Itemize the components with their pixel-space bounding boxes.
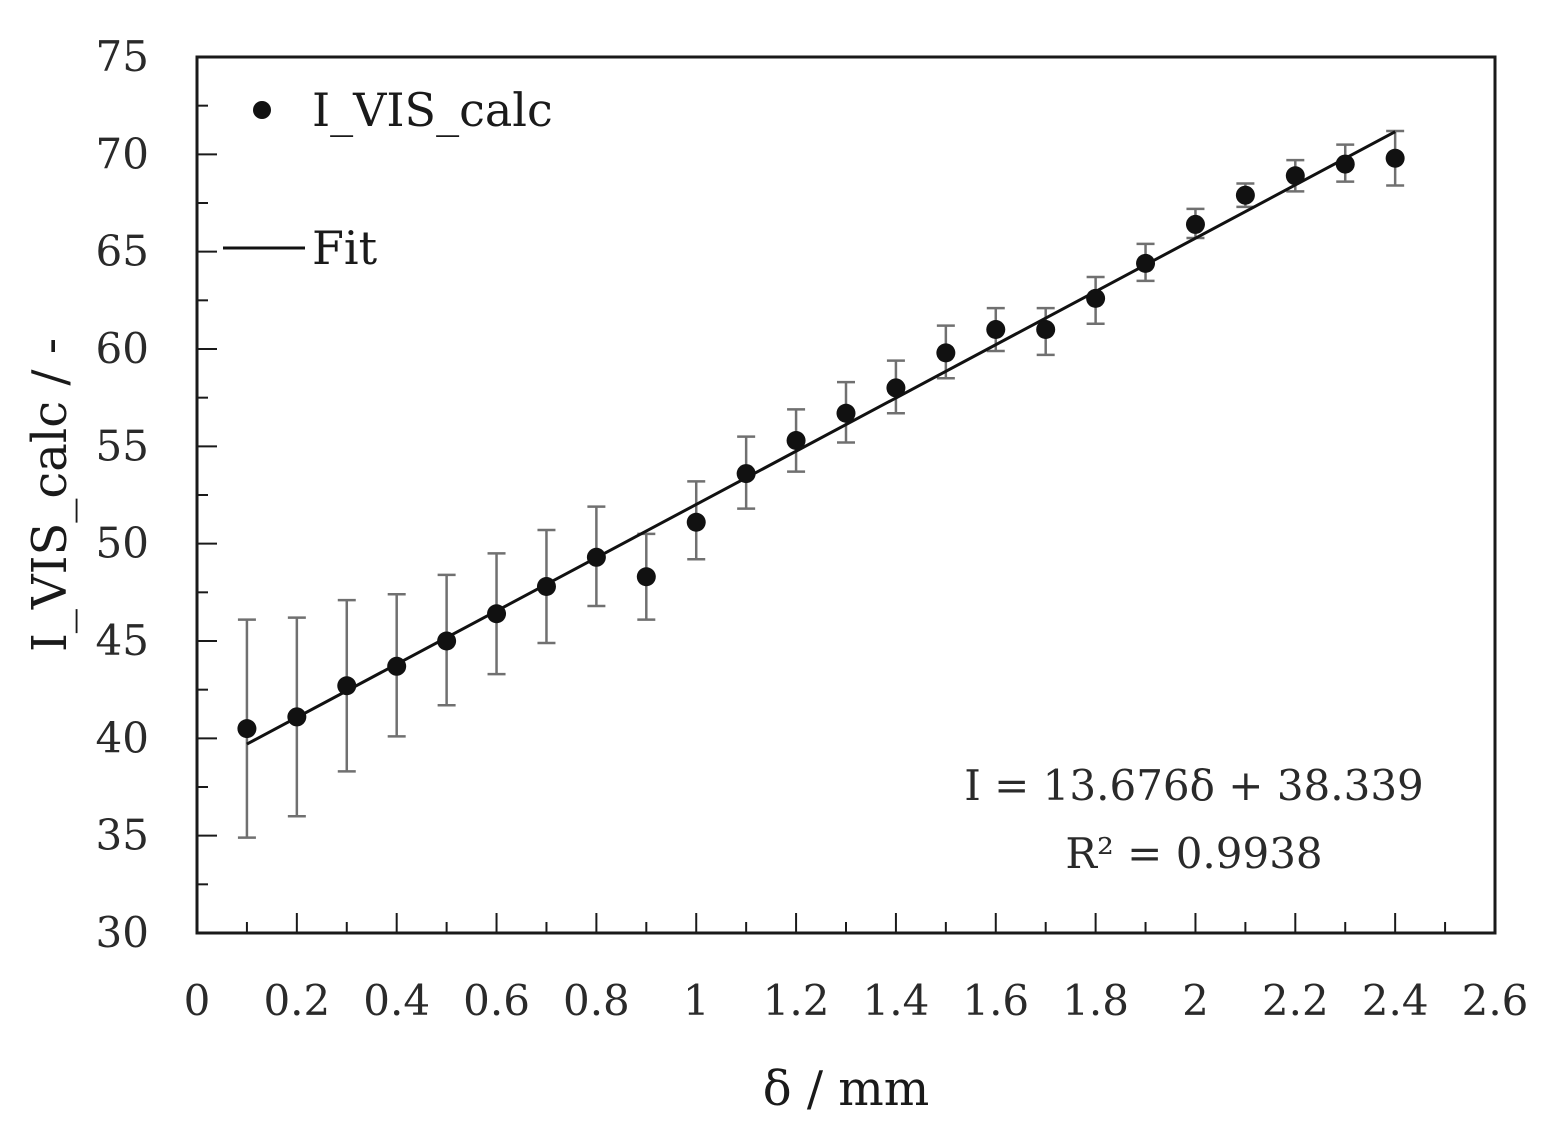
x-tick-label: 2.2 bbox=[1262, 976, 1329, 1025]
data-point bbox=[437, 631, 457, 651]
data-point bbox=[986, 320, 1006, 340]
x-tick-label: 1.8 bbox=[1062, 976, 1129, 1025]
x-tick-label: 1.2 bbox=[763, 976, 830, 1025]
data-point bbox=[387, 656, 407, 676]
data-point bbox=[1335, 154, 1355, 174]
data-point bbox=[786, 430, 806, 450]
data-point bbox=[736, 464, 756, 484]
error-bars bbox=[237, 129, 1405, 839]
data-point bbox=[536, 576, 556, 596]
legend-marker-icon bbox=[253, 101, 271, 119]
x-tick-label: 0.8 bbox=[563, 976, 630, 1025]
y-tick-label: 35 bbox=[96, 811, 149, 860]
x-axis-title: δ / mm bbox=[763, 1061, 930, 1117]
y-tick-label: 45 bbox=[96, 616, 149, 665]
legend: I_VIS_calc Fit bbox=[223, 83, 553, 275]
data-point bbox=[487, 604, 507, 624]
x-tick-label: 1 bbox=[683, 976, 710, 1025]
plot-frame bbox=[195, 55, 1497, 935]
data-point bbox=[1185, 214, 1205, 234]
y-tick-label: 75 bbox=[96, 32, 149, 81]
data-points bbox=[237, 148, 1405, 739]
data-point bbox=[1136, 253, 1156, 273]
x-tick-label: 0.6 bbox=[463, 976, 530, 1025]
x-tick-label: 0.4 bbox=[363, 976, 430, 1025]
data-point bbox=[337, 676, 357, 696]
data-point bbox=[636, 567, 656, 587]
axis-ticks: 30 35 40 45 50 55 60 65 70 75 0 0.2 0.4 0.6 0.8 1 1.2 1.4… bbox=[96, 32, 1529, 1025]
x-tick-label: 2.4 bbox=[1362, 976, 1429, 1025]
data-point bbox=[886, 378, 906, 398]
y-tick-label: 70 bbox=[96, 129, 149, 178]
fit-equation: I = 13.676δ + 38.339 bbox=[964, 761, 1424, 810]
r-squared: R² = 0.9938 bbox=[1065, 829, 1322, 878]
y-tick-label: 50 bbox=[96, 519, 149, 568]
fit-line-layer bbox=[246, 130, 1396, 746]
data-point bbox=[287, 707, 307, 727]
y-axis-title: I_VIS_calc / - bbox=[22, 338, 78, 652]
x-tick-label: 2.6 bbox=[1462, 976, 1529, 1025]
x-tick-label: 1.4 bbox=[863, 976, 930, 1025]
data-point bbox=[1285, 166, 1305, 186]
data-point bbox=[936, 343, 956, 363]
data-point bbox=[686, 512, 706, 532]
data-point bbox=[1036, 320, 1056, 340]
legend-label-points: I_VIS_calc bbox=[312, 83, 553, 137]
data-point bbox=[836, 403, 856, 423]
x-tick-label: 0 bbox=[184, 976, 211, 1025]
data-point bbox=[1086, 288, 1106, 308]
x-tick-label: 1.6 bbox=[962, 976, 1029, 1025]
y-tick-label: 60 bbox=[96, 324, 149, 373]
data-point bbox=[1235, 185, 1255, 205]
y-tick-label: 40 bbox=[96, 713, 149, 762]
legend-label-fit: Fit bbox=[312, 221, 378, 275]
data-point bbox=[586, 547, 606, 567]
data-point bbox=[1385, 148, 1405, 168]
y-tick-label: 55 bbox=[96, 421, 149, 470]
y-tick-label: 30 bbox=[96, 908, 149, 957]
x-tick-label: 2 bbox=[1182, 976, 1209, 1025]
y-tick-label: 65 bbox=[96, 227, 149, 276]
x-tick-label: 0.2 bbox=[263, 976, 330, 1025]
fit-line bbox=[246, 130, 1396, 746]
data-point bbox=[237, 719, 257, 739]
